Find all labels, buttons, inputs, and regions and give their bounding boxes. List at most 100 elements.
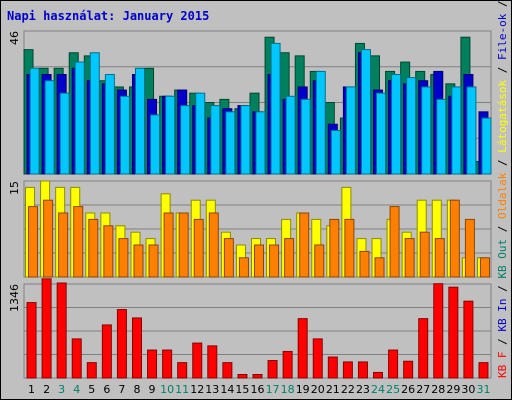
day-label: 20	[311, 383, 325, 396]
day-label: 23	[356, 383, 370, 396]
bar-kb_f-day-27	[418, 318, 429, 379]
bar-lapok-day-29	[451, 86, 462, 175]
bar-kb_f-day-20	[312, 338, 323, 379]
bar-lapok-day-23	[360, 49, 371, 175]
bar-kb_f-day-9	[147, 349, 158, 379]
bar-lapok-day-31	[481, 117, 492, 175]
bar-lapok-day-21	[330, 129, 341, 175]
day-label: 13	[205, 383, 219, 396]
y-max-label: 46	[8, 31, 21, 45]
day-label: 5	[88, 383, 95, 396]
bar-lapok-day-27	[421, 86, 432, 175]
bar-kb_f-day-8	[131, 317, 142, 379]
bar-kb_f-day-23	[357, 361, 368, 379]
bar-oldalak-day-19	[299, 212, 310, 278]
bar-lapok-day-12	[195, 92, 206, 175]
legend-label: Látogatások	[496, 80, 509, 153]
bar-oldalak-day-5	[88, 218, 99, 278]
day-label: 28	[431, 383, 445, 396]
day-label: 24	[371, 383, 385, 396]
bar-oldalak-day-23	[359, 250, 370, 278]
bar-lapok-day-19	[300, 98, 311, 175]
bar-lapok-day-18	[285, 95, 296, 175]
day-label: 3	[58, 383, 65, 396]
bar-kb_f-day-5	[86, 362, 97, 379]
bar-oldalak-day-3	[58, 212, 69, 278]
bar-oldalak-day-22	[344, 218, 355, 278]
bar-oldalak-day-9	[148, 244, 159, 278]
bar-kb_f-day-6	[101, 324, 112, 379]
bar-kb_f-day-28	[433, 283, 444, 379]
bar-kb_f-day-26	[403, 360, 414, 379]
series-oldalak	[28, 199, 490, 278]
legend-label: Oldalak	[496, 172, 509, 219]
y-max-label: 1346	[8, 284, 21, 312]
bar-lapok-day-5	[89, 52, 100, 175]
day-label: 1	[28, 383, 35, 396]
bar-kb_f-day-11	[177, 362, 188, 379]
day-label: 25	[386, 383, 400, 396]
bar-oldalak-day-27	[419, 231, 430, 278]
bar-oldalak-day-24	[374, 257, 385, 278]
bar-oldalak-day-13	[208, 212, 219, 278]
bar-oldalak-day-2	[43, 199, 54, 278]
bar-kb_f-day-10	[162, 349, 173, 379]
bar-kb_f-day-22	[342, 361, 353, 379]
day-label: 6	[103, 383, 110, 396]
bar-oldalak-day-4	[73, 206, 84, 278]
bar-oldalak-day-11	[178, 212, 189, 278]
bar-kb_f-day-7	[116, 309, 127, 379]
bar-lapok-day-9	[150, 114, 161, 175]
bar-kb_f-day-18	[282, 350, 293, 379]
bar-kb_f-day-19	[297, 318, 308, 379]
legend-separator: /	[496, 1, 509, 14]
bar-lapok-day-15	[240, 105, 251, 175]
day-label: 29	[446, 383, 460, 396]
bar-oldalak-day-20	[314, 244, 325, 278]
bar-lapok-day-7	[119, 95, 130, 175]
legend-vertical: KB F / KB In / KB Out / Oldalak / Látoga…	[496, 1, 509, 378]
legend-label: KB In	[496, 299, 509, 332]
bar-kb_f-day-15	[237, 374, 248, 379]
bar-kb_f-day-25	[388, 349, 399, 379]
bar-oldalak-day-14	[223, 238, 234, 278]
legend-separator: /	[496, 153, 509, 173]
bar-oldalak-day-17	[269, 244, 280, 278]
bar-lapok-day-25	[391, 74, 402, 175]
legend-label: File-ok	[496, 13, 509, 60]
day-label: 15	[235, 383, 249, 396]
chart-title: Napi használat: January 2015	[7, 9, 209, 23]
bar-oldalak-day-7	[118, 238, 129, 278]
day-label: 31	[476, 383, 490, 396]
bar-kb_f-day-1	[26, 302, 37, 379]
bar-lapok-day-26	[406, 77, 417, 175]
bar-lapok-day-6	[104, 74, 115, 175]
day-label: 9	[149, 383, 156, 396]
day-label: 12	[190, 383, 204, 396]
bar-oldalak-day-12	[193, 218, 204, 278]
bar-kb_f-day-14	[222, 362, 233, 379]
bar-kb_f-day-2	[41, 278, 52, 379]
day-label: 10	[160, 383, 174, 396]
bar-lapok-day-24	[376, 92, 387, 175]
panel-pages-visits: 15	[8, 180, 492, 278]
bar-oldalak-day-15	[238, 257, 249, 278]
day-label: 30	[461, 383, 475, 396]
bar-lapok-day-16	[255, 111, 266, 175]
bar-oldalak-day-16	[254, 244, 264, 278]
bar-lapok-day-10	[165, 95, 176, 175]
legend-label: KB Out	[496, 239, 509, 279]
bar-lapok-day-20	[315, 70, 326, 175]
bar-kb_f-day-31	[478, 362, 489, 379]
day-label: 8	[133, 383, 140, 396]
day-label: 16	[251, 383, 265, 396]
day-label: 27	[416, 383, 430, 396]
bar-kb_f-day-12	[192, 342, 203, 379]
bar-lapok-day-14	[225, 111, 236, 175]
day-label: 11	[175, 383, 189, 396]
bar-oldalak-day-21	[329, 218, 340, 278]
legend-separator: /	[496, 60, 509, 80]
bar-oldalak-day-6	[103, 225, 114, 278]
